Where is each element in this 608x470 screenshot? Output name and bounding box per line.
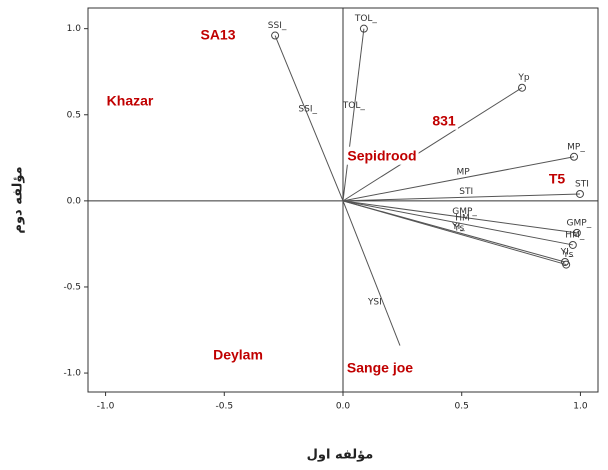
- inner-label: STI: [459, 187, 473, 197]
- annotation-bg: [344, 358, 416, 377]
- y-tick-label: -1.0: [63, 369, 81, 379]
- annotation: SA13: [200, 27, 235, 43]
- annotation: Sepidrood: [347, 148, 416, 164]
- x-tick-label: -0.5: [216, 402, 234, 412]
- inner-label: SSI_: [298, 104, 317, 114]
- inner-label: Ys: [453, 223, 464, 233]
- annotation: Khazar: [107, 93, 154, 109]
- point-label: HM_: [565, 230, 585, 240]
- y-tick-label: 0.0: [67, 196, 82, 206]
- x-tick-label: 1.0: [573, 402, 588, 412]
- point: [570, 152, 579, 161]
- x-tick-label: 0.0: [336, 402, 351, 412]
- annotation-bg: [345, 146, 419, 165]
- point-label: Ys: [562, 250, 573, 260]
- vector: [342, 200, 577, 234]
- y-tick-label: -0.5: [63, 282, 81, 292]
- inner-label: YI_: [451, 222, 465, 232]
- annotation: T5: [549, 171, 566, 187]
- annotation-bg: [546, 169, 568, 188]
- point: [271, 31, 280, 40]
- vector: [342, 156, 575, 202]
- vector: [274, 35, 344, 202]
- inner-label: MP: [457, 167, 471, 177]
- y-tick-label: 0.5: [67, 110, 81, 120]
- annotation-bg: [430, 111, 458, 130]
- point-label: YSI: [367, 298, 382, 308]
- point-label: SSI_: [268, 21, 287, 31]
- vector: [342, 28, 365, 201]
- x-tick-label: -1.0: [97, 402, 115, 412]
- point: [359, 24, 368, 33]
- point-label: TOL_: [354, 14, 378, 24]
- point-label: Yp: [517, 73, 529, 83]
- inner-label: GMP_: [452, 207, 477, 217]
- point: [568, 240, 577, 249]
- point-label: STI: [575, 179, 589, 189]
- point: [518, 83, 527, 92]
- annotation-bg: [104, 91, 156, 110]
- vector: [342, 200, 567, 266]
- point-label: GMP_: [567, 218, 592, 228]
- point: [562, 260, 571, 269]
- vector: [342, 200, 573, 246]
- point: [572, 228, 581, 237]
- annotation-bg: [198, 25, 238, 44]
- annotation: 831: [432, 113, 456, 129]
- point-label: MP_: [567, 142, 585, 152]
- point: [575, 189, 584, 198]
- vector: [342, 193, 580, 202]
- y-tick-label: 1.0: [67, 24, 82, 34]
- inner-label: HM: [455, 213, 470, 223]
- annotation: Deylam: [213, 347, 263, 363]
- annotation: Sange joe: [347, 360, 413, 376]
- vector: [342, 200, 401, 346]
- vector: [342, 87, 523, 202]
- x-tick-label: 0.5: [455, 402, 469, 412]
- inner-label: TOL_: [342, 101, 366, 111]
- y-axis-title: مؤلفه دوم: [11, 166, 26, 233]
- point-label: YI_: [560, 247, 574, 257]
- x-axis-title: مؤلفه اول: [307, 448, 374, 463]
- annotation-bg: [211, 345, 265, 364]
